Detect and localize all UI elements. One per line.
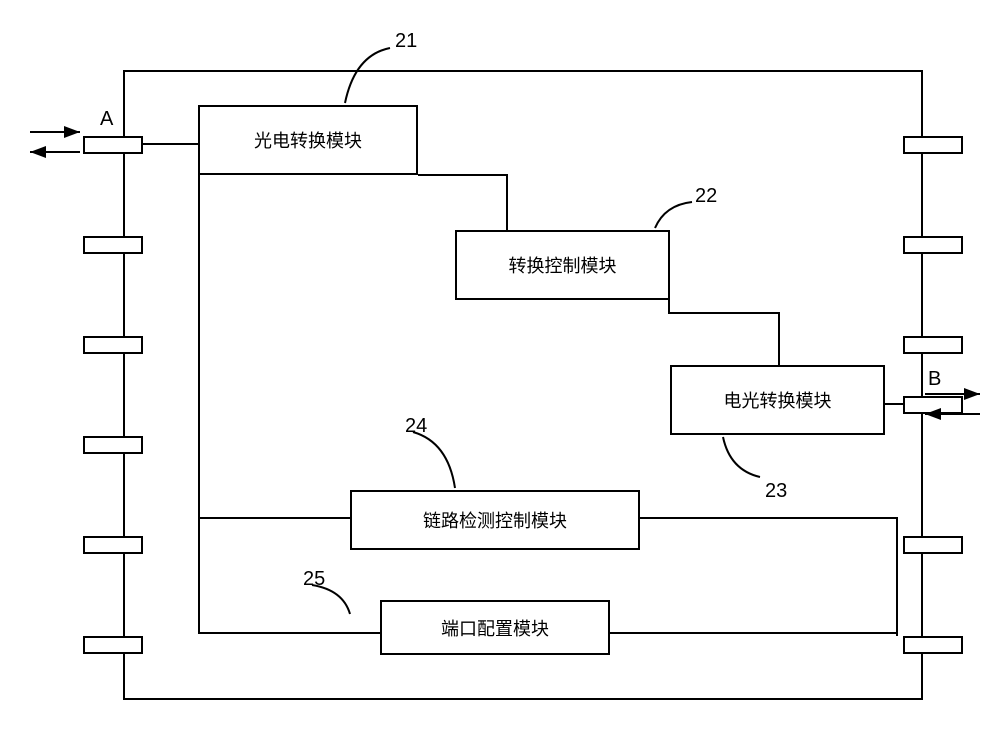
port-left-2	[83, 236, 143, 254]
line-bus-24	[198, 517, 350, 519]
port-label-b: B	[928, 368, 941, 391]
port-right-5	[903, 536, 963, 554]
port-left-5	[83, 536, 143, 554]
module-24: 链路检测控制模块	[350, 490, 640, 550]
module-23-label: 电光转换模块	[724, 387, 832, 413]
callout-21-label: 21	[395, 30, 417, 53]
bus-vertical	[198, 174, 200, 634]
port-right-b	[903, 396, 963, 414]
line-a-in	[143, 143, 199, 145]
port-right-3	[903, 336, 963, 354]
line-23-b	[885, 403, 904, 405]
callout-24-label: 24	[405, 415, 427, 438]
port-left-6	[83, 636, 143, 654]
line-21-22-h	[418, 174, 508, 176]
port-left-1	[83, 136, 143, 154]
module-24-label: 链路检测控制模块	[423, 507, 567, 533]
line-22-23-v2	[778, 312, 780, 367]
port-right-6	[903, 636, 963, 654]
module-25: 端口配置模块	[380, 600, 610, 655]
module-22-label: 转换控制模块	[509, 252, 617, 278]
callout-23-label: 23	[765, 480, 787, 503]
port-label-a: A	[100, 108, 113, 131]
line-22-23-h	[668, 312, 780, 314]
line-24-right	[640, 517, 898, 519]
module-21: 光电转换模块	[198, 105, 418, 175]
module-21-label: 光电转换模块	[254, 127, 362, 153]
line-bus-25	[198, 632, 380, 634]
port-left-4	[83, 436, 143, 454]
line-24-right-v	[896, 517, 898, 636]
module-23: 电光转换模块	[670, 365, 885, 435]
callout-25-label: 25	[303, 568, 325, 591]
callout-22-label: 22	[695, 185, 717, 208]
line-25-right	[610, 632, 898, 634]
port-left-3	[83, 336, 143, 354]
port-right-1	[903, 136, 963, 154]
line-21-22-v	[506, 174, 508, 231]
port-right-2	[903, 236, 963, 254]
module-25-label: 端口配置模块	[441, 615, 549, 641]
module-22: 转换控制模块	[455, 230, 670, 300]
